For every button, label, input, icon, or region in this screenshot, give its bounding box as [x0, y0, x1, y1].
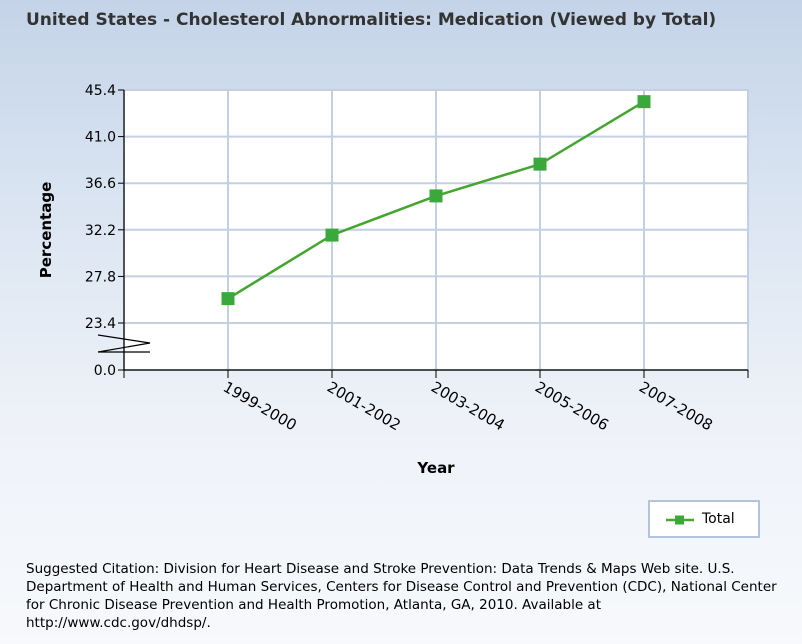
data-point[interactable] [429, 189, 443, 203]
x-tick-label: 2001-2002 [324, 378, 404, 434]
gridlines [123, 89, 749, 371]
chart-title: United States - Cholesterol Abnormalitie… [26, 10, 717, 30]
y-tick-label: 41.0 [85, 130, 116, 146]
axis-break-marker [97, 334, 151, 353]
y-tick-label: 0.0 [94, 363, 116, 379]
data-point[interactable] [637, 95, 651, 109]
x-axis-ticks: 1999-2000 2001-2002 2003-2004 2005-2006 2007… [220, 378, 716, 434]
y-tick-label: 23.4 [85, 316, 116, 332]
citation-text: Suggested Citation: Division for Heart D… [26, 561, 777, 631]
legend-label-total: Total [702, 511, 735, 527]
y-tick-label: 32.2 [85, 223, 116, 239]
x-tick-label: 1999-2000 [220, 378, 300, 434]
axes [97, 89, 749, 378]
legend: Total [648, 500, 760, 538]
legend-swatch-total [666, 515, 694, 525]
y-tick-label: 27.8 [85, 269, 116, 285]
x-tick-label: 2005-2006 [532, 378, 612, 434]
y-tick-label: 45.4 [85, 83, 116, 99]
x-axis-title: Year [416, 459, 455, 477]
y-axis-ticks: 0.0 23.4 27.8 32.2 36.6 41.0 45.4 [85, 83, 116, 379]
y-tick-label: 36.6 [85, 176, 116, 192]
data-point[interactable] [221, 292, 235, 306]
data-point[interactable] [533, 157, 547, 171]
data-point[interactable] [325, 228, 339, 242]
y-axis-title: Percentage [37, 182, 55, 279]
series-total[interactable] [221, 95, 651, 306]
x-tick-label: 2007-2008 [636, 378, 716, 434]
x-tick-label: 2003-2004 [428, 378, 508, 434]
chart-area: 0.0 23.4 27.8 32.2 36.6 41.0 45.4 1999-2000 200… [37, 83, 749, 477]
